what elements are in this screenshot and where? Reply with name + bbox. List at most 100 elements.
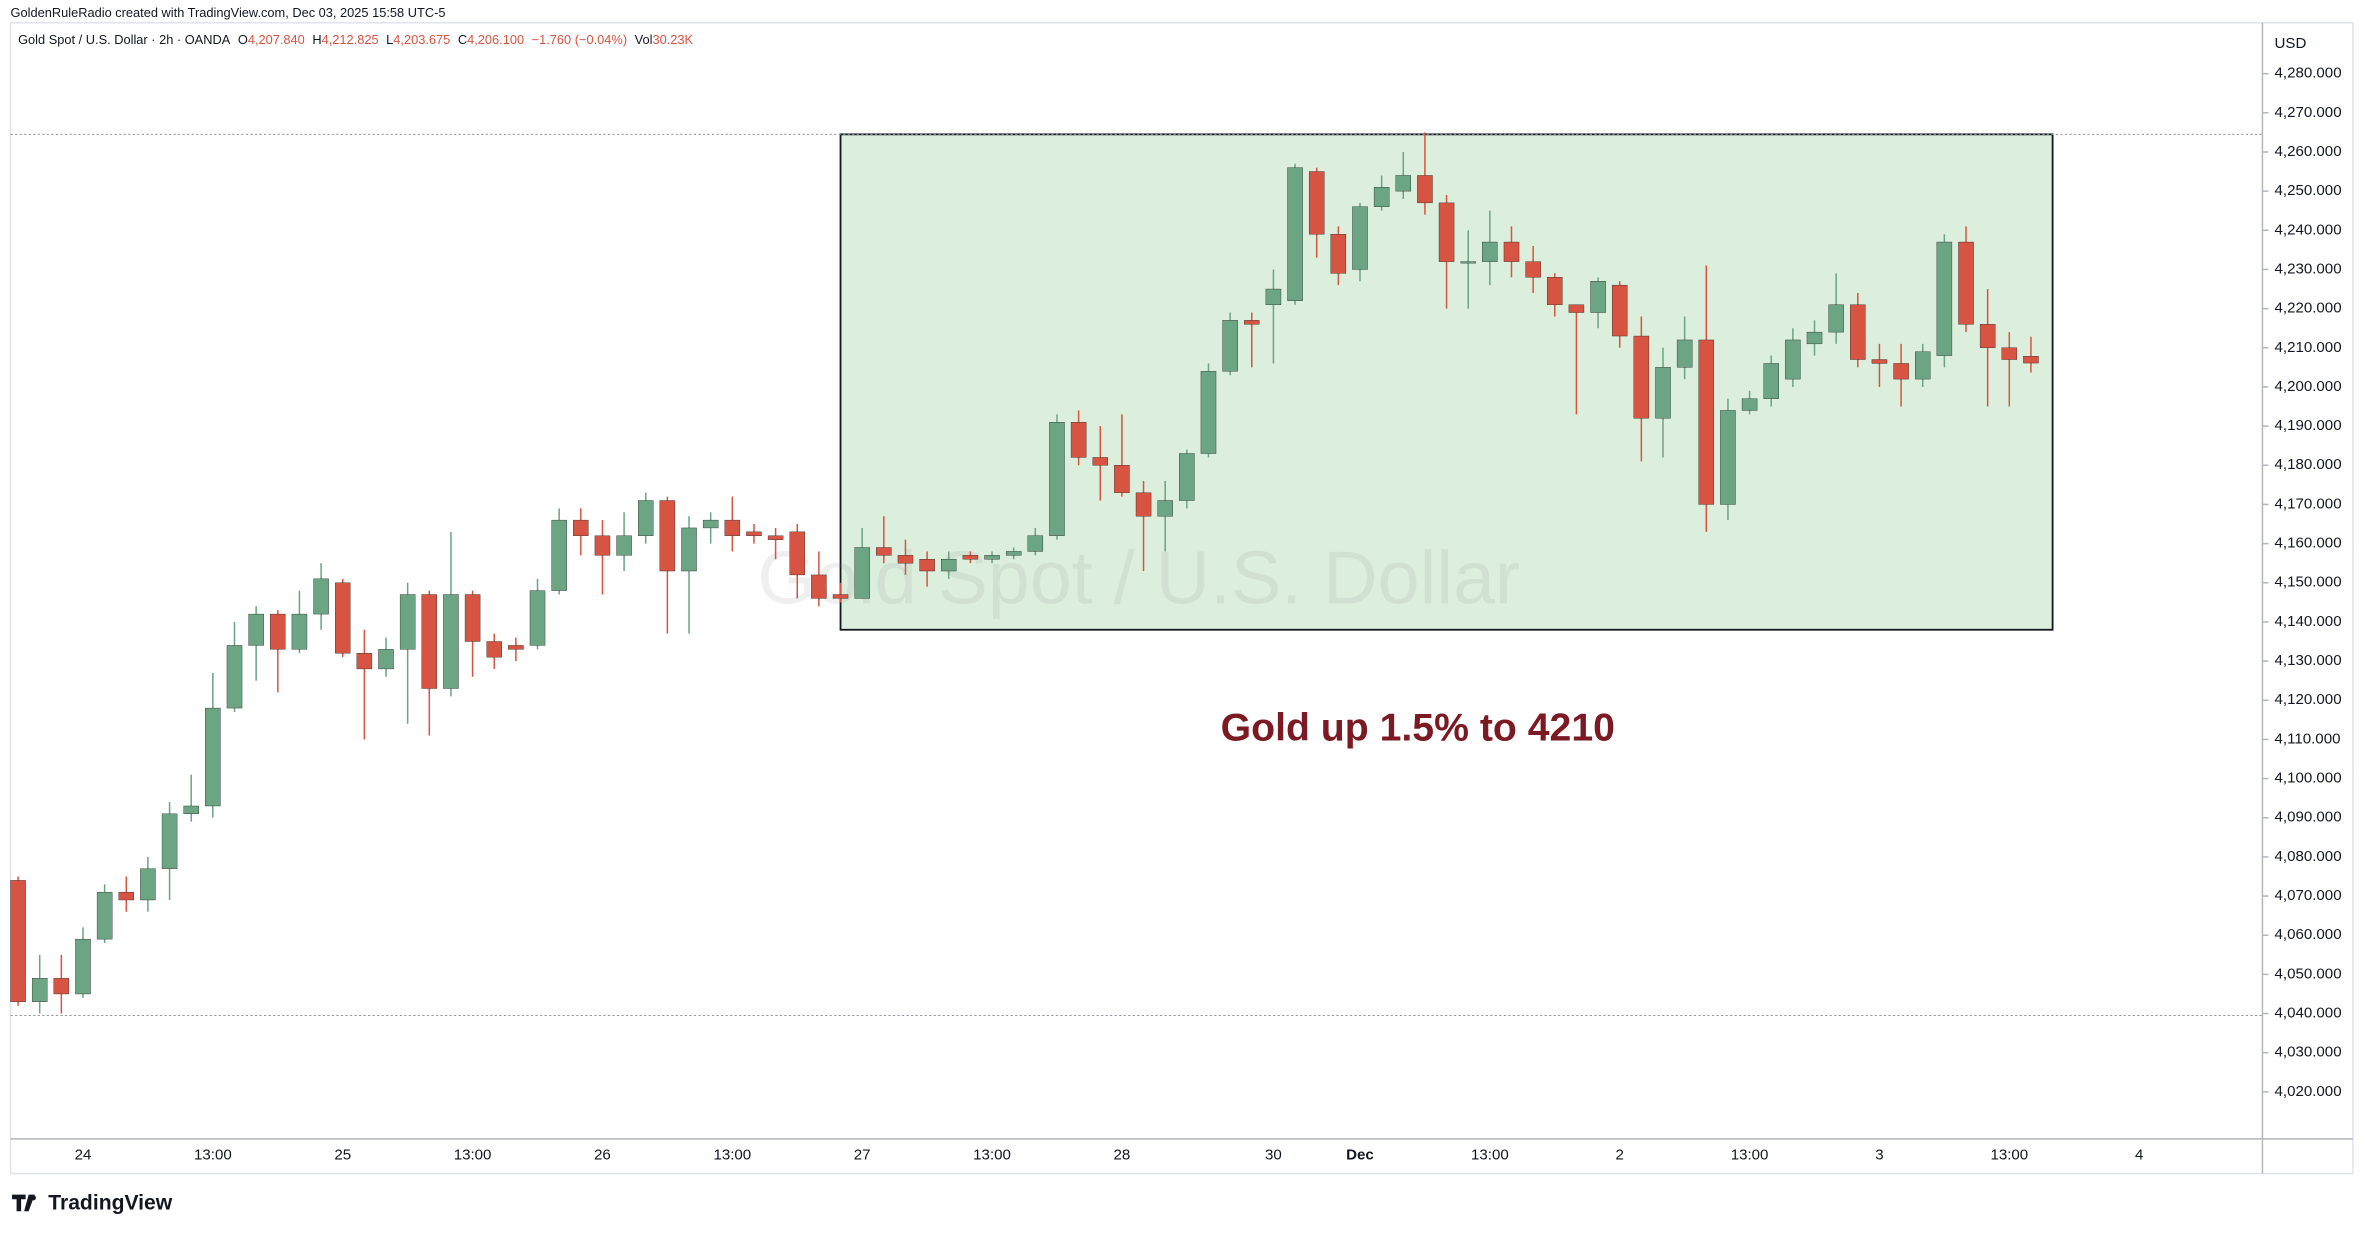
candle-body [681,527,697,572]
candle-body [96,891,113,940]
legend-key: L [386,32,393,47]
candle-body [1850,304,1866,360]
x-tick-label: 13:00 [973,1146,1011,1163]
candle-body [399,594,416,650]
candle-body [378,649,394,670]
x-tick-label: Dec [1346,1146,1374,1163]
y-tick-label: 4,240.000 [2275,221,2342,238]
y-tick-label: 4,030.000 [2275,1044,2342,1061]
candle-body [1200,371,1217,454]
y-tick-label: 4,040.000 [2275,1005,2342,1022]
y-tick-label: 4,050.000 [2275,965,2342,982]
candle-body [832,594,849,599]
x-tick-label: 13:00 [1990,1146,2028,1163]
candle-body [161,813,178,869]
candle-body [356,653,373,670]
candle-body [1763,363,1779,399]
candle-body [31,978,48,1002]
y-tick-label: 4,270.000 [2275,104,2342,121]
legend-volume-key: Vol [635,32,653,47]
annotation: Gold up 1.5% to 4210 [1221,706,1615,749]
candle-body [1373,187,1390,207]
candle-body [291,613,308,650]
candle-body [226,645,243,709]
candle-body [464,594,481,642]
candle-body [919,559,935,572]
x-tick-label: 26 [594,1146,611,1163]
y-tick-label: 4,150.000 [2275,574,2342,591]
candle-body [486,641,502,658]
candle-body [1893,363,1909,380]
y-tick-label: 4,020.000 [2275,1083,2342,1100]
candle-body [1135,492,1152,517]
x-tick-label: 13:00 [454,1146,492,1163]
y-tick-label: 4,280.000 [2275,65,2342,82]
y-tick-label: 4,180.000 [2275,456,2342,473]
candle-body [811,574,827,599]
candle-body [1915,351,1931,380]
x-tick-label: 27 [854,1146,871,1163]
candle-body [1828,304,1844,333]
candle-body [1438,202,1455,262]
brand: TradingView [12,1191,173,1214]
y-tick-label: 4,140.000 [2275,613,2342,630]
y-tick-label: 4,170.000 [2275,495,2342,512]
candle-body [1287,167,1303,301]
legend-key: O [238,32,248,47]
y-tick-label: 4,120.000 [2275,691,2342,708]
y-tick-label: 4,080.000 [2275,848,2342,865]
candle-body [1633,335,1650,419]
candle-body [1525,261,1541,278]
candle-body [1482,241,1498,262]
candle-body [140,868,156,901]
candle-body [443,594,459,689]
currency-label: USD [2275,35,2307,52]
chart-frame [9,21,2354,1175]
x-tick-label: 4 [2135,1146,2143,1163]
legend-key: C [458,32,467,47]
candle-body [1417,175,1433,204]
candle-body [1330,234,1347,274]
x-tick-label: 3 [1875,1146,1883,1163]
candle-body [334,582,351,654]
legend-value: 4,206.100 [467,32,524,47]
candle-body [10,880,26,1002]
y-tick-label: 4,160.000 [2275,535,2342,552]
x-tick-label: 2 [1616,1146,1624,1163]
y-tick-label: 4,060.000 [2275,926,2342,943]
candle-body [1265,288,1282,305]
y-tick-label: 4,250.000 [2275,182,2342,199]
candle-body [1590,281,1606,313]
candle-body [118,891,135,901]
watermark: Gold Spot / U.S. Dollar [757,536,1520,620]
candle-body [1070,422,1087,458]
candle-body [313,578,329,615]
candle-body [962,555,979,560]
candle-body [1806,331,1823,345]
candle-body [1785,339,1801,380]
y-tick-label: 4,070.000 [2275,887,2342,904]
candle-body [1979,324,1996,348]
candle-body [1958,241,1974,325]
legend-change: −1.760 (−0.04%) [532,32,627,47]
candle-body [616,535,632,556]
candle-body [702,519,719,529]
y-tick-label: 4,260.000 [2275,143,2342,160]
y-tick-label: 4,200.000 [2275,378,2342,395]
candle-body [1157,500,1173,517]
candle-body [1611,284,1628,337]
candle-body [1049,422,1065,536]
x-tick-label: 25 [334,1146,351,1163]
header: GoldenRuleRadio created with TradingView… [11,5,446,20]
candle-body [205,707,221,807]
legend: Gold Spot / U.S. Dollar · 2h · OANDA O4,2… [18,32,693,47]
candle-body [529,590,546,646]
candle-body [1308,171,1325,235]
candle-body [1547,277,1563,305]
candle-body [746,531,762,536]
candle-body [984,555,1000,560]
candle-body [724,519,741,536]
x-tick-label: 13:00 [713,1146,751,1163]
